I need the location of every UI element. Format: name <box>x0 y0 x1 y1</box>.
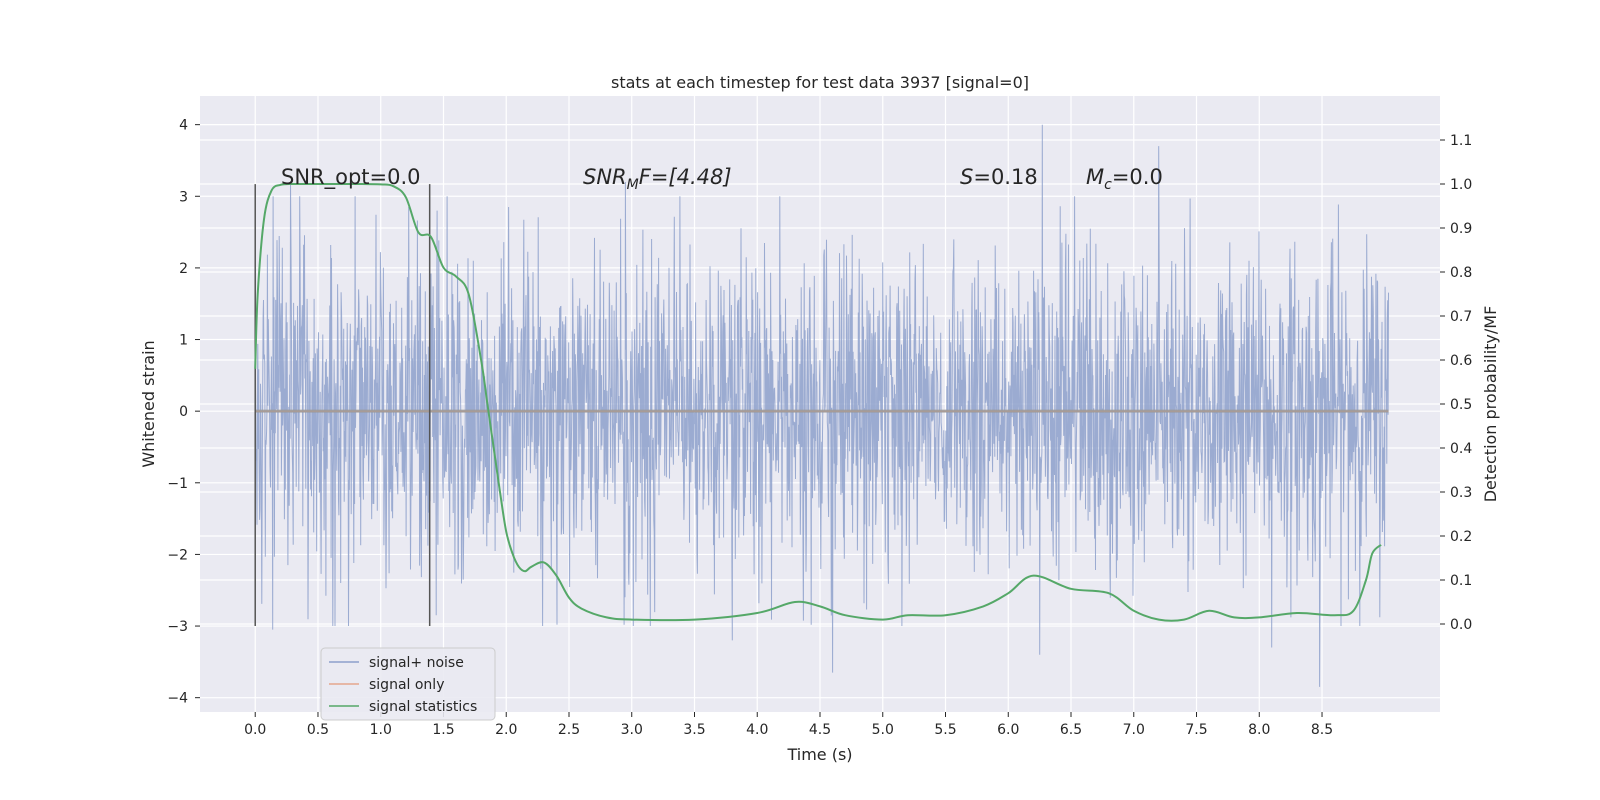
y-left-tick-label: 3 <box>179 189 188 205</box>
y-right-tick-label: 1.0 <box>1450 177 1472 193</box>
y-right-tick-label: 0.7 <box>1450 309 1472 325</box>
y-left-tick-label: 0 <box>179 404 188 420</box>
legend-label-statistics: signal statistics <box>369 699 477 715</box>
x-tick-label: 6.5 <box>1060 722 1082 738</box>
y-right-tick-label: 0.0 <box>1450 617 1472 633</box>
x-tick-label: 8.5 <box>1311 722 1333 738</box>
y-left-tick-label: 4 <box>179 118 188 134</box>
x-tick-label: 5.5 <box>934 722 956 738</box>
x-tick-label: 7.0 <box>1123 722 1145 738</box>
y-right-tick-label: 0.1 <box>1450 573 1472 589</box>
y-right-tick-label: 0.5 <box>1450 397 1472 413</box>
y-left-tick-label: 2 <box>179 261 188 277</box>
x-tick-label: 1.0 <box>370 722 392 738</box>
y-right-tick-label: 0.2 <box>1450 529 1472 545</box>
annotation-snr-mf-sub: M <box>627 177 639 193</box>
x-tick-label: 8.0 <box>1248 722 1270 738</box>
x-axis-ticks: 0.0 0.5 1.0 1.5 2.0 2.5 3.0 3.5 4.0 4.5 5.0 5.5 6.0 6… <box>244 712 1333 738</box>
annotation-mc-value: =0.0 <box>1112 165 1163 189</box>
y-right-tick-label: 1.1 <box>1450 133 1472 149</box>
y-left-tick-label: −2 <box>167 547 188 563</box>
legend: signal+ noise signal only signal statist… <box>320 647 496 721</box>
annotation-snr-mf-label: SNR <box>583 165 627 189</box>
legend-box <box>320 647 496 721</box>
y-axis-left-label: Whitened strain <box>139 340 158 467</box>
y-right-tick-label: 0.8 <box>1450 265 1472 281</box>
x-tick-label: 4.0 <box>746 722 768 738</box>
y-left-tick-label: −3 <box>167 619 188 635</box>
y-left-tick-label: −4 <box>167 691 188 707</box>
x-tick-label: 3.5 <box>683 722 705 738</box>
y-right-tick-label: 0.3 <box>1450 485 1472 501</box>
y-left-tick-label: 1 <box>179 333 188 349</box>
x-tick-label: 0.5 <box>307 722 329 738</box>
signal-noise-line <box>254 124 1389 687</box>
x-tick-label: 4.5 <box>809 722 831 738</box>
signal-statistics-line <box>254 182 1382 622</box>
annotation-mc-label: M <box>1086 165 1104 189</box>
x-tick-label: 6.0 <box>997 722 1019 738</box>
y-left-tick-label: −1 <box>167 476 188 492</box>
annotation-snr-opt: SNR_opt=0.0 <box>281 165 421 190</box>
y-axis-left-ticks: 4 3 2 1 0 −1 −2 −3 −4 <box>167 118 200 707</box>
series-signal-statistics <box>254 182 1382 622</box>
x-tick-label: 7.5 <box>1185 722 1207 738</box>
annotation-s-value: =0.18 <box>973 165 1037 189</box>
legend-label-noise: signal+ noise <box>369 655 464 671</box>
y-right-tick-label: 0.4 <box>1450 441 1472 457</box>
x-tick-label: 5.0 <box>872 722 894 738</box>
y-right-tick-label: 0.6 <box>1450 353 1472 369</box>
annotation-mc: Mc=0.0 <box>1086 165 1163 193</box>
annotation-snr-mf-rest: F=[4.48] <box>639 165 732 189</box>
x-tick-label: 2.5 <box>558 722 580 738</box>
annotation-snr-mf: SNRMF=[4.48] <box>583 165 732 193</box>
x-tick-label: 2.0 <box>495 722 517 738</box>
annotation-s: S=0.18 <box>960 165 1038 189</box>
annotation-s-label: S <box>960 165 973 189</box>
y-axis-right-ticks: 1.1 1.0 0.9 0.8 0.7 0.6 0.5 0.4 0.3 0.2 0.1 0.0 <box>1440 133 1472 633</box>
series-signal-noise <box>254 124 1389 687</box>
x-tick-label: 1.5 <box>432 722 454 738</box>
vertical-markers <box>254 184 431 627</box>
legend-label-signal-only: signal only <box>369 677 444 693</box>
x-tick-label: 3.0 <box>621 722 643 738</box>
chart-title: stats at each timestep for test data 393… <box>611 73 1029 92</box>
y-right-tick-label: 0.9 <box>1450 221 1472 237</box>
x-tick-label: 0.0 <box>244 722 266 738</box>
y-axis-right-label: Detection probability/MF <box>1481 306 1500 503</box>
x-axis-label: Time (s) <box>786 745 852 764</box>
annotation-mc-sub: c <box>1104 177 1112 193</box>
